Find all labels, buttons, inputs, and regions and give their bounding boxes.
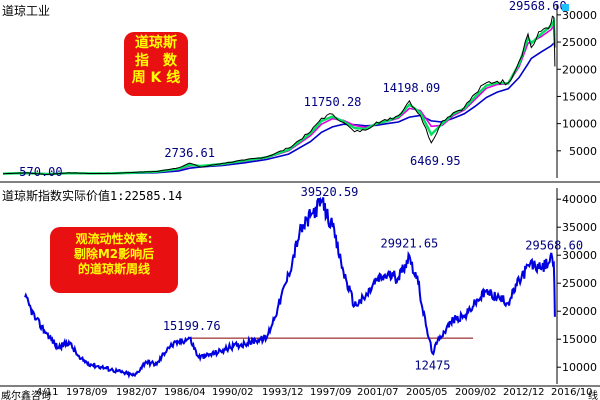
bottom-annotation: 29568.60 [525,239,583,253]
top-y-tick-label: 20000 [562,63,597,76]
x-tick-label: 2001/07 [357,387,399,398]
panel-frames [0,4,600,387]
bottom-y-tick-label: 20000 [562,305,597,318]
top-annotation: 11750.28 [304,95,362,109]
top-price-panel: 5000 10000 15000 20000 25000 30000 570.00 2736.… [2,0,597,179]
x-axis-labels: 威尔鑫咨询 线 4/11 1978/09 1982/07 1986/04 1990/02… [0,387,600,400]
bottom-annotation: 12475 [414,358,450,372]
top-y-tick-label: 5000 [569,145,597,158]
x-tick-label: 2016/10 [551,387,593,398]
x-axis-unit: 线 [588,391,598,400]
bottom-annotation: 15199.76 [163,319,221,333]
x-tick-label: 4/11 [36,387,59,398]
x-tick-label: 2012/12 [503,387,545,398]
top-panel-title: 道琼工业 [2,4,51,18]
top-y-tick-label: 10000 [562,118,597,131]
bottom-annotation: 39520.59 [301,185,359,199]
x-tick-label: 2005/05 [406,387,448,398]
bottom-panel-title: 道琼斯指数实际价值1:22585.14 [2,189,183,203]
x-tick-label: 1997/09 [310,387,352,398]
top-badge-line-3: 周 K 线 [131,70,181,86]
bottom-y-tick-label: 30000 [562,249,597,262]
top-annotation: 2736.61 [164,146,215,160]
top-annotation: 570.00 [19,165,62,179]
x-tick-label: 1990/02 [212,387,254,398]
bottom-real-value-panel: 10000 15000 20000 25000 30000 35000 40000 15199… [24,185,597,384]
bottom-annotation: 29921.65 [380,237,438,251]
brand-label: 威尔鑫咨询 [1,391,51,400]
corner-marker-icon [562,4,569,11]
top-annotation: 6469.95 [410,154,461,168]
x-tick-label: 1993/12 [262,387,304,398]
top-y-tick-label: 30000 [562,9,597,22]
x-tick-label: 1978/09 [66,387,108,398]
top-price-line [2,15,556,176]
top-y-tick-label: 15000 [562,90,597,103]
bottom-y-tick-label: 35000 [562,221,597,234]
bottom-badge-line-1: 观流动性效率: [75,232,153,246]
bottom-y-tick-label: 10000 [562,361,597,374]
top-badge-line-1: 道琼斯 [135,35,177,51]
top-y-tick-label: 25000 [562,36,597,49]
top-annotation: 29568.60 [509,0,567,13]
bottom-y-tick-label: 25000 [562,277,597,290]
bottom-panel-badge: 观流动性效率: 剔除M2影响后 的道琼斯周线 [50,227,178,293]
top-panel-badge: 道琼斯 指 数 周 K 线 [124,32,188,96]
x-tick-label: 1982/07 [116,387,158,398]
bottom-y-tick-label: 15000 [562,333,597,346]
top-badge-line-2: 指 数 [135,52,177,69]
top-annotation: 14198.09 [382,81,440,95]
x-tick-label: 2009/02 [455,387,497,398]
real-value-line [24,196,556,379]
bottom-badge-line-2: 剔除M2影响后 [73,247,155,261]
x-tick-label: 1986/04 [164,387,206,398]
bottom-badge-line-3: 的道琼斯周线 [77,262,150,276]
bottom-y-tick-label: 40000 [562,193,597,206]
